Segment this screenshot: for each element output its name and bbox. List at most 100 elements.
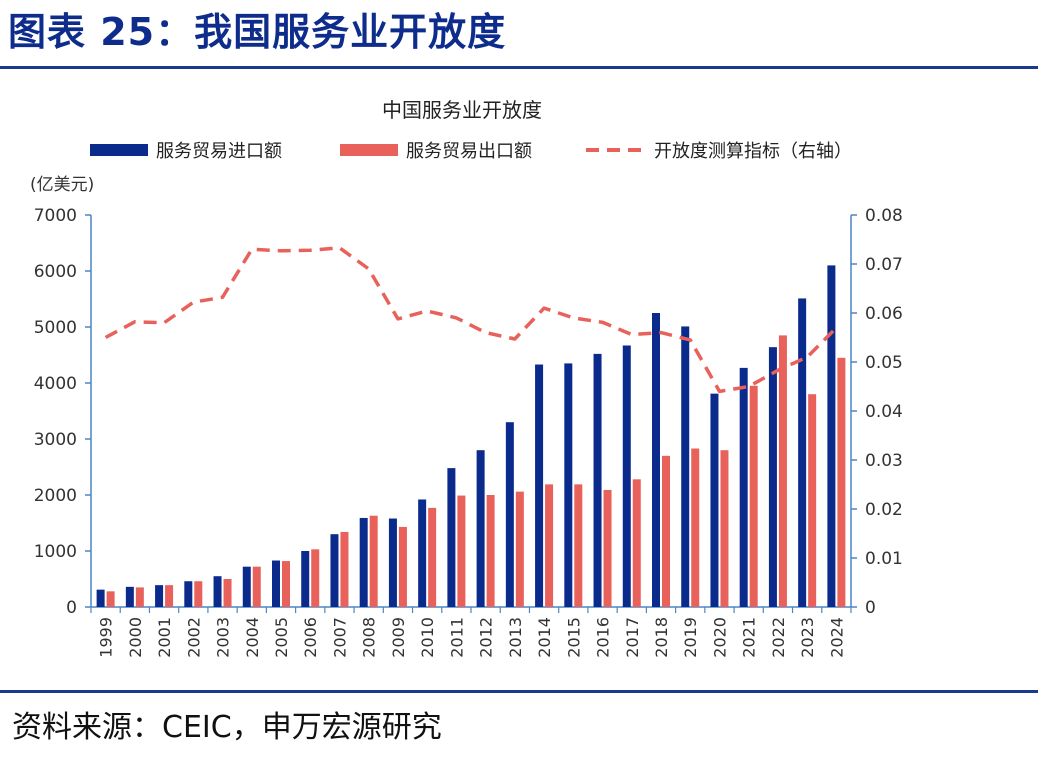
bar-import-2019: [681, 326, 690, 607]
bar-import-2015: [564, 363, 573, 607]
x-tick-label: 2024: [827, 617, 846, 658]
bar-import-2011: [447, 468, 456, 607]
x-tick-label: 2020: [710, 617, 729, 658]
bar-import-2022: [768, 347, 777, 607]
x-tick-label: 2007: [330, 617, 349, 658]
bar-import-2023: [798, 298, 807, 607]
footer-divider: [0, 690, 1038, 693]
line-series: [104, 246, 838, 394]
legend-label-openness: 开放度测算指标（右轴）: [654, 141, 852, 162]
bar-import-2014: [535, 364, 544, 607]
openness-line: [104, 246, 838, 394]
x-tick-label: 2023: [798, 617, 817, 658]
bar-export-2017: [632, 479, 641, 607]
bar-export-2011: [457, 495, 466, 607]
bar-import-2018: [652, 313, 660, 607]
bar-export-2001: [165, 585, 174, 607]
y-right-tick-label: 0.04: [865, 402, 903, 422]
y-right-tick-label: 0.02: [865, 500, 903, 520]
x-tick-label: 2014: [535, 617, 554, 658]
bar-export-2014: [545, 484, 554, 607]
y-left-unit: (亿美元): [30, 175, 94, 195]
bar-export-2021: [749, 385, 758, 607]
bar-export-2005: [282, 561, 290, 607]
bar-import-2017: [622, 345, 631, 607]
bar-import-2007: [330, 534, 339, 607]
bar-export-2000: [135, 587, 144, 607]
bar-export-2015: [574, 484, 583, 607]
x-tick-label: 2006: [301, 617, 320, 658]
x-tick-label: 2010: [418, 617, 437, 658]
bar-import-2000: [125, 586, 134, 607]
bar-export-2007: [340, 531, 349, 607]
bar-import-2005: [272, 560, 280, 607]
y-left-tick-label: 1000: [34, 542, 77, 562]
x-tick-label: 2004: [243, 617, 262, 658]
bar-import-2020: [710, 393, 719, 607]
chart-title: 中国服务业开放度: [382, 98, 542, 122]
bar-import-2008: [359, 517, 368, 607]
y-left-tick-label: 0: [66, 598, 77, 618]
legend-label-export: 服务贸易出口额: [406, 141, 532, 162]
x-tick-label: 2015: [564, 617, 583, 658]
bar-import-2012: [476, 450, 485, 607]
bar-export-2022: [778, 335, 787, 607]
x-tick-label: 2001: [155, 617, 174, 658]
bar-export-2004: [252, 566, 261, 607]
bar-import-1999: [96, 589, 105, 607]
y-right-tick-label: 0.05: [865, 353, 903, 373]
bar-export-2006: [311, 549, 320, 607]
bar-import-2001: [155, 585, 164, 607]
x-axis: 1999 2000 2001 2002 2003 2004 2005 2006 2007 2008…: [90, 606, 852, 658]
bar-import-2002: [184, 581, 193, 607]
y-right-axis: 0 0.01 0.02 0.03 0.04 0.05 0.06 0.07 0.08: [850, 206, 903, 618]
bar-export-1999: [106, 591, 115, 607]
bar-import-2010: [418, 499, 427, 607]
x-tick-label: 1999: [97, 617, 116, 658]
x-tick-label: 2019: [681, 617, 700, 658]
y-right-tick-label: 0.08: [865, 206, 903, 226]
bar-export-2013: [515, 491, 524, 607]
bar-export-2010: [428, 507, 437, 607]
bar-export-2023: [808, 394, 817, 607]
bar-import-2003: [213, 576, 222, 607]
y-right-tick-label: 0: [865, 598, 876, 618]
bar-export-2019: [691, 448, 700, 607]
openness-chart: 中国服务业开放度 服务贸易进口额 服务贸易出口额 开放度测算指标（右轴） (亿美…: [30, 98, 903, 658]
x-tick-label: 2013: [506, 617, 525, 658]
bar-import-2024: [827, 265, 836, 607]
legend-label-import: 服务贸易进口额: [156, 141, 282, 162]
x-tick-label: 2017: [623, 617, 642, 658]
bar-import-2021: [739, 367, 748, 607]
y-left-tick-label: 4000: [34, 374, 77, 394]
bar-import-2006: [301, 551, 310, 607]
page-title: 图表 25：我国服务业开放度: [8, 10, 507, 54]
legend: 服务贸易进口额 服务贸易出口额 开放度测算指标（右轴）: [90, 141, 852, 162]
x-tick-label: 2021: [740, 617, 759, 658]
legend-swatch-import: [90, 144, 148, 156]
y-right-tick-label: 0.06: [865, 304, 903, 324]
bar-import-2009: [388, 518, 397, 607]
y-right-tick-label: 0.07: [865, 255, 903, 275]
bar-export-2018: [662, 455, 670, 607]
bar-export-2020: [720, 450, 729, 607]
source-note: 资料来源：CEIC，申万宏源研究: [12, 710, 442, 745]
y-left-tick-label: 7000: [34, 206, 77, 226]
bar-import-2004: [242, 566, 251, 607]
y-left-tick-label: 6000: [34, 262, 77, 282]
bar-series: [96, 265, 846, 607]
bar-export-2024: [837, 357, 846, 607]
header-divider: [0, 66, 1038, 69]
y-left-axis: 0 1000 2000 3000 4000 5000 6000 7000: [34, 206, 92, 618]
x-tick-label: 2011: [447, 617, 466, 658]
y-left-tick-label: 2000: [34, 486, 77, 506]
bar-export-2008: [369, 515, 378, 607]
x-tick-label: 2016: [594, 617, 613, 658]
y-right-tick-label: 0.01: [865, 549, 903, 569]
x-tick-label: 2022: [769, 617, 788, 658]
y-left-tick-label: 5000: [34, 318, 77, 338]
bar-export-2009: [398, 526, 407, 607]
x-tick-label: 2018: [652, 617, 671, 658]
x-tick-label: 2003: [214, 617, 233, 658]
bar-export-2003: [223, 579, 232, 607]
